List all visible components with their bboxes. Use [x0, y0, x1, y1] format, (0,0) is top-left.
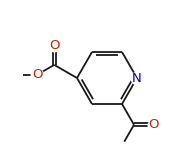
Text: O: O	[148, 118, 159, 131]
Text: O: O	[32, 68, 43, 81]
Text: N: N	[132, 72, 142, 84]
Text: O: O	[49, 39, 60, 52]
